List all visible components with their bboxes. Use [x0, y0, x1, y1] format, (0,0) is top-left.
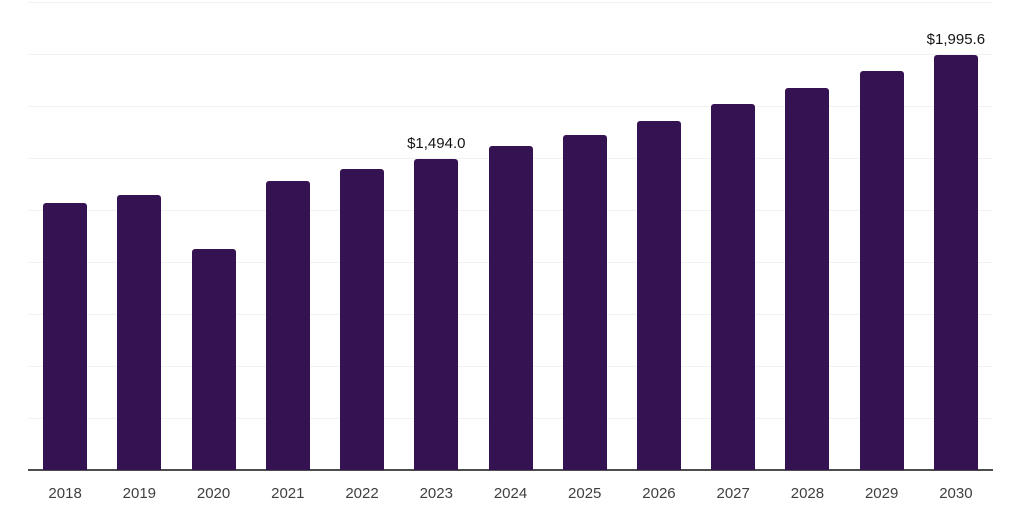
- x-tick-2025: 2025: [568, 485, 602, 502]
- bar-2022[interactable]: [340, 169, 385, 470]
- bar-2018[interactable]: [43, 202, 88, 470]
- x-tick-2030: 2030: [939, 485, 973, 502]
- bar-2030[interactable]: [933, 54, 978, 470]
- bar-2023[interactable]: [414, 159, 459, 470]
- x-tick-2024: 2024: [493, 485, 528, 502]
- x-tick-2029: 2029: [864, 485, 899, 502]
- x-tick-2020: 2020: [196, 485, 231, 502]
- bar-2020[interactable]: [191, 249, 236, 470]
- x-tick-2026: 2026: [642, 485, 676, 502]
- bar-2025[interactable]: [562, 134, 607, 470]
- x-tick-2019: 2019: [122, 485, 157, 502]
- gridline: [28, 54, 993, 55]
- bar-2026[interactable]: [636, 120, 681, 470]
- bar-2021[interactable]: [265, 181, 310, 470]
- x-tick-2022: 2022: [345, 485, 379, 502]
- bar-2029[interactable]: [859, 71, 904, 470]
- x-tick-2018: 2018: [48, 485, 82, 502]
- bar-2028[interactable]: [785, 87, 830, 470]
- gridline: [28, 2, 993, 3]
- x-tick-2021: 2021: [271, 485, 305, 502]
- x-tick-2027: 2027: [716, 485, 750, 502]
- data-label-2023: $1,494.0: [407, 135, 466, 153]
- x-axis-line: [28, 469, 993, 471]
- bar-2027[interactable]: [711, 103, 756, 470]
- x-tick-2023: 2023: [419, 485, 453, 502]
- data-label-2030: $1,995.6: [926, 30, 986, 48]
- bar-2024[interactable]: [488, 145, 533, 470]
- gridline: [28, 106, 993, 107]
- bar-2019[interactable]: [117, 195, 162, 470]
- x-tick-2028: 2028: [790, 485, 825, 502]
